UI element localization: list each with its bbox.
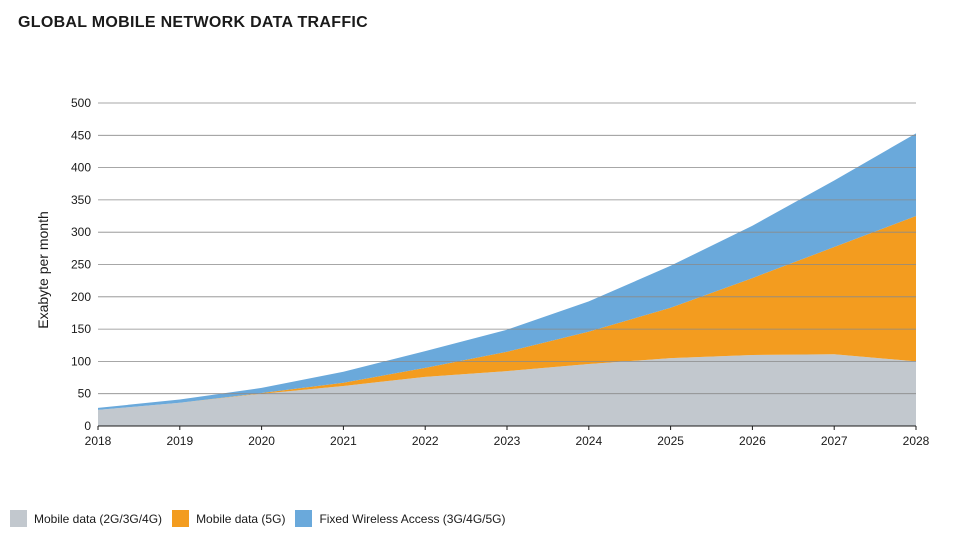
y-tick-label: 500 bbox=[71, 96, 91, 110]
y-axis-label: Exabyte per month bbox=[35, 211, 51, 329]
y-tick-label: 400 bbox=[71, 161, 91, 175]
x-tick-label: 2028 bbox=[903, 434, 930, 448]
x-tick-label: 2019 bbox=[166, 434, 193, 448]
series-area-1 bbox=[98, 354, 916, 426]
x-tick-label: 2025 bbox=[657, 434, 684, 448]
legend-label: Mobile data (5G) bbox=[196, 511, 286, 526]
x-tick-label: 2024 bbox=[575, 434, 602, 448]
y-tick-label: 300 bbox=[71, 225, 91, 239]
y-tick-label: 50 bbox=[78, 387, 92, 401]
x-tick-label: 2021 bbox=[330, 434, 357, 448]
gridlines bbox=[98, 102, 916, 395]
y-tick-label: 250 bbox=[71, 258, 91, 272]
legend-item-3: Fixed Wireless Access (3G/4G/5G) bbox=[295, 510, 505, 527]
x-tick-label: 2027 bbox=[821, 434, 848, 448]
x-tick-label: 2026 bbox=[739, 434, 766, 448]
series-area-3 bbox=[98, 133, 916, 410]
y-tick-labels: 0 50 100 150 200 250 300 350 400 450 500 bbox=[71, 96, 91, 433]
legend-item-2: Mobile data (5G) bbox=[172, 510, 285, 527]
series-area-2 bbox=[98, 216, 916, 410]
legend-swatch bbox=[172, 510, 190, 527]
x-tick-labels: 2018 2019 2020 2021 2022 2023 2024 2025 2026 2027… bbox=[85, 426, 930, 448]
chart-title: GLOBAL MOBILE NETWORK DATA TRAFFIC bbox=[18, 14, 369, 31]
x-tick-label: 2022 bbox=[412, 434, 439, 448]
y-tick-label: 450 bbox=[71, 128, 91, 142]
legend-label: Mobile data (2G/3G/4G) bbox=[34, 511, 163, 526]
legend-label: Fixed Wireless Access (3G/4G/5G) bbox=[319, 511, 506, 526]
y-tick-label: 200 bbox=[71, 290, 91, 304]
legend-swatch bbox=[295, 510, 313, 527]
legend: Mobile data (2G/3G/4G) Mobile data (5G) Fi… bbox=[10, 510, 515, 527]
legend-item-1: Mobile data (2G/3G/4G) bbox=[10, 510, 162, 527]
series-areas bbox=[98, 133, 916, 426]
x-tick-label: 2018 bbox=[85, 434, 112, 448]
legend-swatch bbox=[10, 510, 27, 527]
y-tick-label: 100 bbox=[71, 354, 91, 368]
y-tick-label: 0 bbox=[84, 419, 91, 433]
y-tick-label: 150 bbox=[71, 322, 91, 336]
y-tick-label: 350 bbox=[71, 193, 91, 207]
x-tick-label: 2023 bbox=[494, 434, 521, 448]
x-tick-label: 2020 bbox=[248, 434, 275, 448]
